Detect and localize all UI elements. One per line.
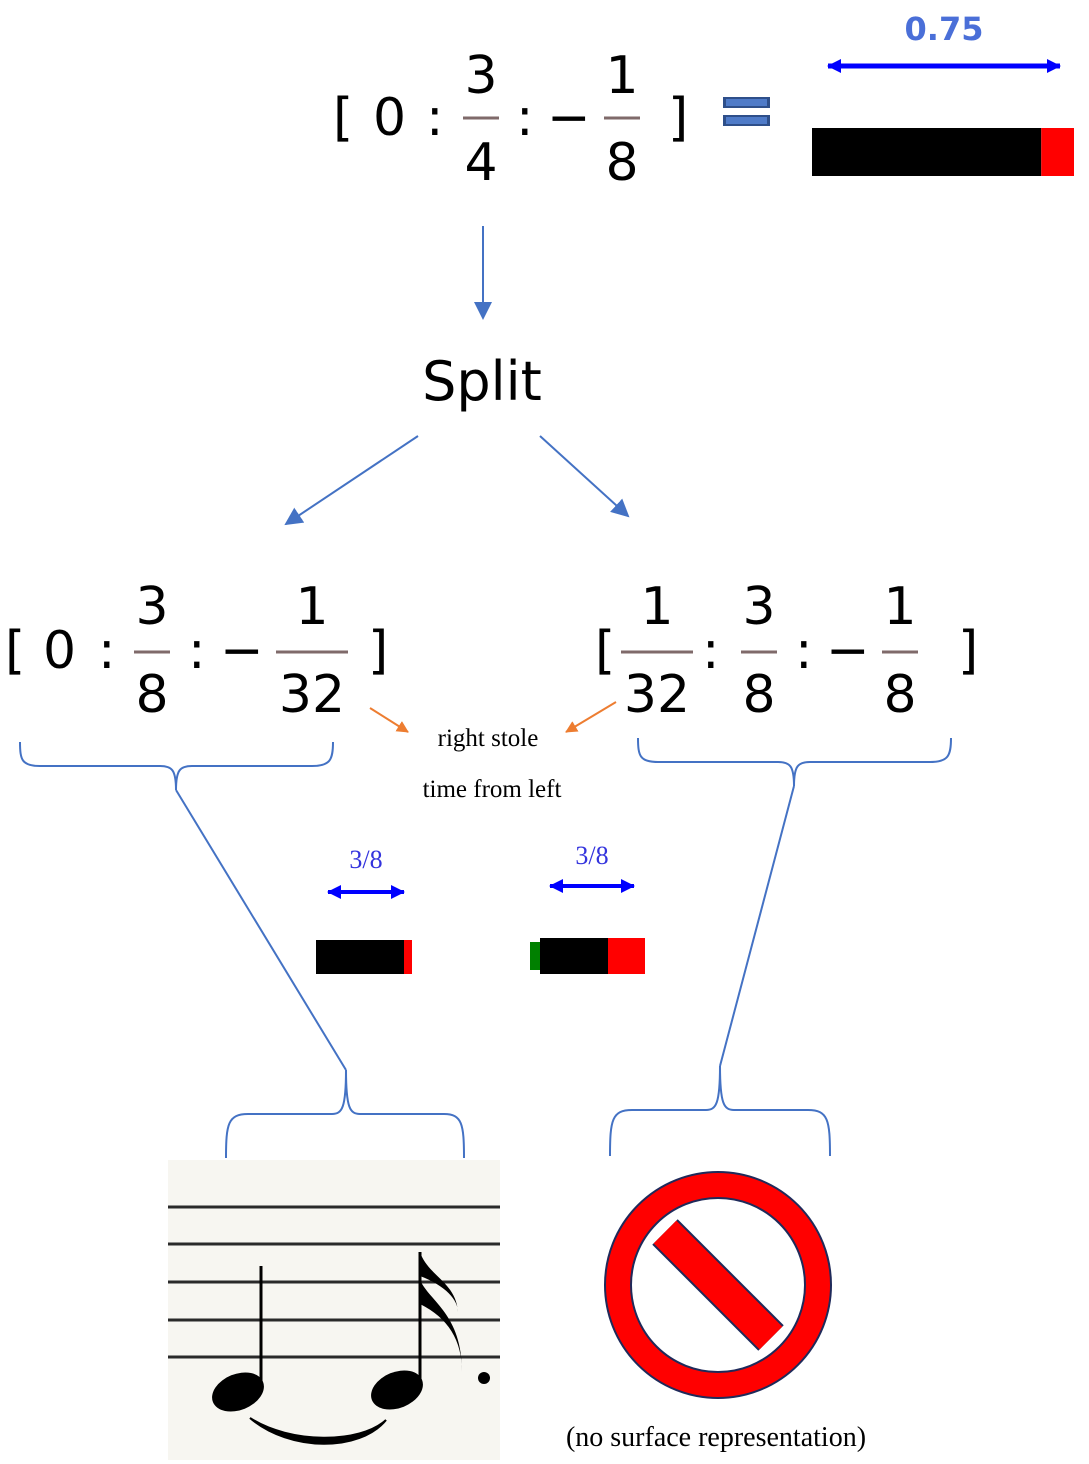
arrow-split-right [539, 435, 630, 518]
left-frac1-denominator: 8 [135, 665, 168, 725]
right-minus: − [826, 621, 870, 681]
left-zero: 0 [43, 621, 76, 681]
annotation-arrow-right [565, 701, 617, 733]
right-bar-duration-label: 3/8 [575, 841, 608, 870]
equals-sign [723, 97, 770, 126]
left-open-bracket: [ [5, 621, 25, 681]
top-zero: 0 [373, 88, 406, 148]
left-expression-brace [19, 741, 334, 791]
left-minus: − [220, 621, 264, 681]
right-close-bracket: ] [958, 621, 978, 681]
note-flag-1 [420, 1252, 458, 1312]
annotation-line-1: right stole [438, 725, 539, 752]
left-frac2-numerator: 1 [295, 577, 328, 637]
top-bar-body [812, 128, 1042, 176]
left-connector [175, 789, 347, 1071]
no-surface-caption: (no surface representation) [566, 1422, 866, 1453]
no-sign-icon [604, 1171, 832, 1399]
note-head-2 [371, 1370, 423, 1410]
top-bar-red-tail [1041, 128, 1074, 176]
music-notation [168, 1160, 500, 1460]
top-colon-2: : [516, 88, 534, 148]
annotation-line-2: time from left [423, 776, 562, 803]
arrow-split-left [284, 435, 419, 526]
right-frac0-denominator: 32 [624, 665, 690, 725]
top-colon-1: : [426, 88, 444, 148]
right-frac0-numerator: 1 [640, 577, 673, 637]
split-label: Split [422, 350, 542, 413]
right-frac2-denominator: 8 [883, 665, 916, 725]
right-colon-2: : [795, 621, 813, 681]
bottom-left-brace [225, 1069, 465, 1159]
right-bar-body [540, 938, 610, 974]
left-colon-2: : [188, 621, 206, 681]
top-close-bracket: ] [668, 88, 688, 148]
right-colon-1: : [702, 621, 720, 681]
left-duration-bar [316, 940, 412, 974]
top-frac1-numerator: 3 [464, 46, 497, 106]
annotation-arrow-left [369, 707, 409, 733]
right-connector [719, 785, 795, 1067]
top-frac2-denominator: 8 [605, 133, 638, 193]
right-duration-bar [530, 938, 645, 974]
staff-lines [168, 1205, 500, 1359]
left-frac2-denominator: 32 [279, 665, 345, 725]
left-bar-red-tail [404, 940, 412, 974]
right-bar-green-head [530, 942, 541, 970]
right-frac1-numerator: 3 [742, 577, 775, 637]
right-bar-red-tail [608, 938, 645, 974]
top-open-bracket: [ [333, 88, 353, 148]
top-frac2-numerator: 1 [605, 46, 638, 106]
left-colon-1: : [98, 621, 116, 681]
staff-background [168, 1160, 500, 1460]
top-bar-duration-label: 0.75 [905, 10, 984, 48]
augmentation-dot [478, 1372, 490, 1384]
note-flag-2 [420, 1280, 462, 1372]
left-bar-body [316, 940, 406, 974]
tie [249, 1417, 387, 1445]
left-frac1-numerator: 3 [135, 577, 168, 637]
left-expression: [ 0 : 3 8 : − 1 32 ] [5, 577, 388, 725]
top-duration-bar [812, 128, 1074, 176]
right-frac2-numerator: 1 [883, 577, 916, 637]
right-expression-brace [637, 737, 952, 787]
right-frac1-denominator: 8 [742, 665, 775, 725]
top-expression: [ 0 : 3 4 : − 1 8 ] [333, 46, 688, 193]
left-close-bracket: ] [368, 621, 388, 681]
right-expression: [ 1 32 : 3 8 : − 1 8 ] [595, 577, 978, 725]
top-minus: − [547, 88, 591, 148]
right-open-bracket: [ [595, 621, 615, 681]
note-head-1 [212, 1372, 264, 1412]
top-frac1-denominator: 4 [464, 133, 497, 193]
left-bar-duration-label: 3/8 [349, 845, 382, 874]
bottom-right-brace [609, 1065, 831, 1157]
